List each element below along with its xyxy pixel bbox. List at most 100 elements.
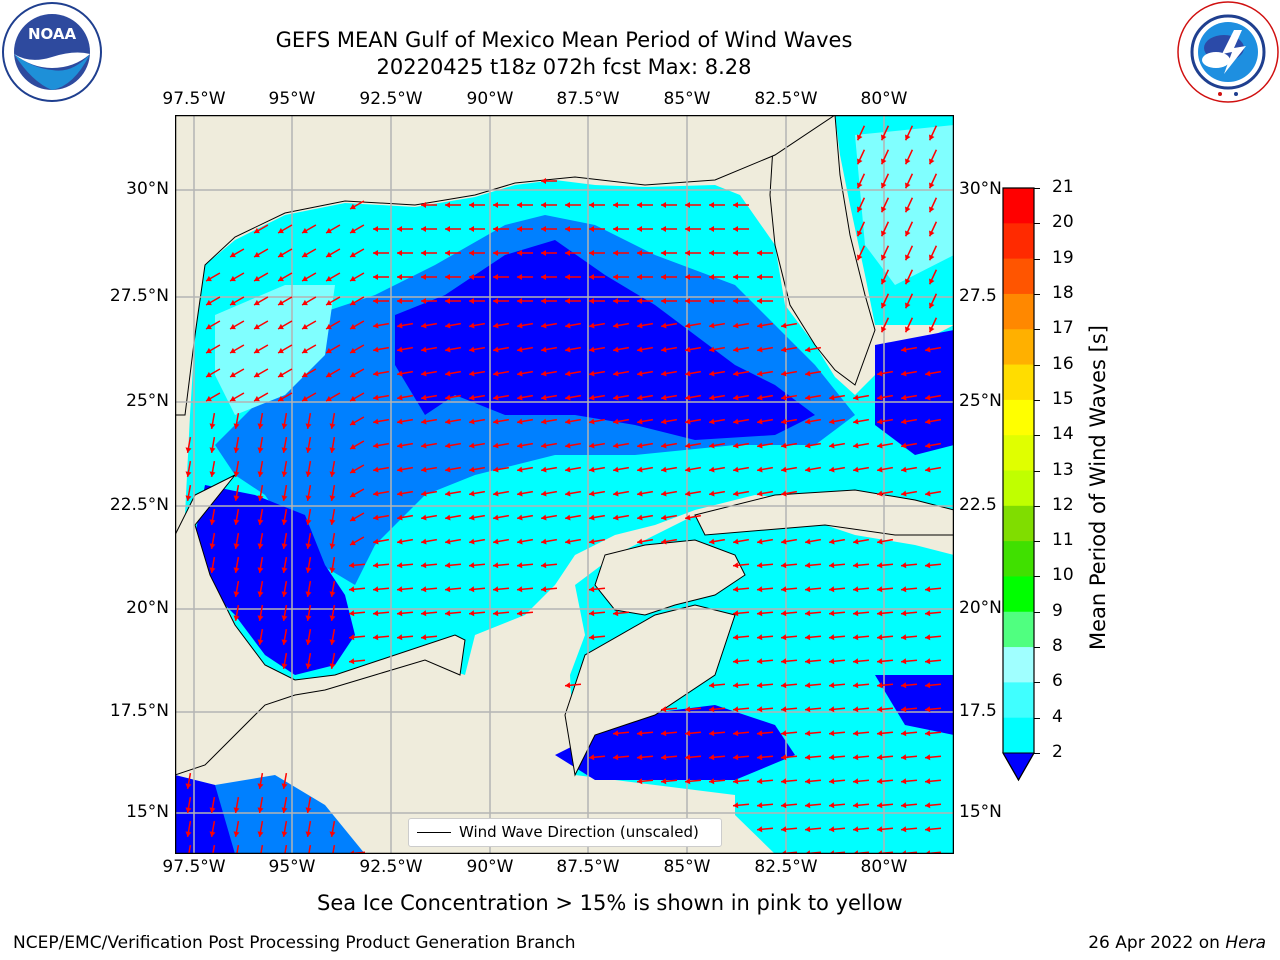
- wind-wave-arrow: [660, 730, 678, 737]
- wind-wave-arrow: [661, 202, 677, 208]
- colorbar-tick: 2: [1052, 742, 1063, 762]
- nws-logo: [1176, 0, 1280, 104]
- wind-wave-arrow: [564, 394, 582, 401]
- colorbar-bin: [1003, 541, 1034, 577]
- wind-wave-arrow: [325, 344, 341, 354]
- wind-wave-arrow: [277, 248, 293, 258]
- wind-wave-arrow: [281, 508, 288, 526]
- wind-wave-arrow: [880, 125, 890, 141]
- wind-wave-arrow: [329, 604, 336, 622]
- wind-wave-arrow: [469, 202, 485, 208]
- colorbar-tick: 16: [1052, 353, 1074, 374]
- wind-wave-arrow: [660, 370, 678, 377]
- colorbar-bin: [1003, 329, 1034, 366]
- wind-wave-arrow: [756, 490, 774, 497]
- wind-wave-arrow: [660, 514, 678, 521]
- wind-wave-arrow: [756, 418, 774, 425]
- wind-wave-arrow: [329, 628, 336, 646]
- wind-wave-arrow: [329, 820, 336, 838]
- wind-wave-arrow: [233, 532, 240, 550]
- wind-wave-arrow: [924, 394, 942, 401]
- wind-wave-arrow: [444, 418, 462, 425]
- wind-wave-arrow: [305, 580, 312, 598]
- wind-wave-arrow: [904, 149, 914, 165]
- wind-wave-arrow: [756, 370, 774, 377]
- wind-wave-arrow: [924, 586, 942, 593]
- wind-wave-arrow: [900, 802, 918, 809]
- wind-wave-arrow: [420, 514, 438, 521]
- wind-wave-arrow: [589, 226, 605, 232]
- wind-wave-arrow: [780, 562, 798, 569]
- wind-wave-arrow: [828, 442, 846, 449]
- wind-wave-arrow: [349, 320, 365, 330]
- wind-wave-arrow: [732, 418, 750, 425]
- lat-tick-left: 20°N: [126, 598, 169, 618]
- wind-wave-arrow: [540, 490, 558, 497]
- wind-wave-arrow: [756, 466, 774, 473]
- wind-wave-arrow: [588, 490, 606, 497]
- wind-wave-arrow: [257, 796, 264, 814]
- wind-wave-arrow: [492, 586, 510, 593]
- wave-period-2-4-central: [395, 240, 815, 440]
- wind-wave-arrow: [876, 538, 894, 545]
- lat-tick-left: 30°N: [126, 179, 169, 199]
- wind-wave-arrow: [856, 245, 866, 261]
- wind-wave-arrow: [372, 610, 390, 617]
- wind-wave-arrow: [372, 418, 390, 425]
- lon-tick-bottom: 97.5°W: [162, 857, 226, 877]
- wind-wave-arrow: [708, 682, 726, 689]
- wind-wave-arrow: [492, 442, 510, 449]
- wind-wave-arrow: [732, 490, 750, 497]
- colorbar-tick: 20: [1052, 212, 1074, 233]
- wind-wave-arrow: [540, 370, 558, 377]
- wind-wave-arrow: [828, 586, 846, 593]
- wind-wave-arrow: [684, 466, 702, 473]
- wind-wave-arrow: [540, 346, 558, 353]
- wind-wave-arrow: [612, 322, 630, 329]
- wind-wave-arrow: [281, 484, 288, 502]
- wind-wave-arrow: [636, 418, 654, 425]
- wind-wave-arrow: [564, 418, 582, 425]
- wind-wave-arrow: [804, 586, 822, 593]
- wind-wave-arrow: [492, 562, 510, 569]
- wind-wave-arrow: [325, 320, 341, 330]
- wind-wave-arrow: [804, 538, 822, 545]
- wind-wave-arrow: [372, 490, 390, 497]
- wind-wave-arrow: [852, 754, 870, 761]
- wind-wave-arrow: [900, 562, 918, 569]
- wind-wave-arrow: [928, 125, 938, 141]
- wind-wave-arrow: [876, 562, 894, 569]
- wind-wave-arrow: [804, 826, 822, 833]
- wind-wave-arrow: [589, 250, 605, 256]
- wind-wave-arrow: [660, 538, 678, 545]
- colorbar-bin: [1003, 223, 1034, 260]
- wind-wave-arrow: [900, 346, 918, 353]
- wind-wave-arrow: [444, 394, 462, 401]
- wind-wave-arrow: [612, 754, 630, 761]
- wind-wave-arrow: [445, 202, 461, 208]
- wind-wave-arrow: [253, 248, 269, 258]
- wind-wave-arrow: [613, 298, 629, 304]
- wind-wave-arrow: [516, 418, 534, 425]
- wind-wave-arrow: [804, 658, 822, 665]
- wind-wave-arrow: [876, 658, 894, 665]
- wind-wave-arrow: [305, 556, 312, 574]
- wind-wave-arrow: [732, 706, 750, 713]
- colorbar-tick-mark: [1034, 435, 1040, 437]
- wind-wave-arrow: [612, 370, 630, 377]
- wind-wave-arrow: [876, 634, 894, 641]
- footer-date-text: 26 Apr 2022 on: [1088, 933, 1226, 953]
- wind-wave-arrow: [205, 296, 221, 306]
- wind-wave-arrow: [329, 484, 336, 502]
- wind-wave-arrow: [828, 658, 846, 665]
- wind-wave-arrow: [708, 442, 726, 449]
- wind-wave-arrow: [257, 436, 264, 454]
- wind-wave-arrow: [373, 226, 389, 232]
- wind-wave-arrow: [709, 298, 725, 304]
- wind-wave-arrow: [756, 658, 774, 665]
- wind-wave-arrow: [780, 730, 798, 737]
- wind-wave-arrow: [325, 296, 341, 306]
- wind-wave-arrow: [636, 778, 654, 785]
- wind-wave-arrow: [852, 538, 870, 545]
- wind-wave-arrow: [185, 820, 192, 838]
